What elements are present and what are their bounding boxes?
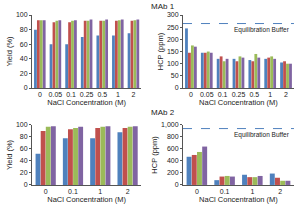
svg-text:Equilibration Buffer: Equilibration Buffer [234,131,290,139]
svg-text:0.25: 0.25 [80,91,94,98]
svg-text:MAb 1: MAb 1 [151,2,175,11]
svg-text:0: 0 [189,91,193,98]
svg-text:0.25: 0.25 [232,91,246,98]
svg-text:80: 80 [20,26,28,33]
svg-text:1,000: 1,000 [161,121,179,128]
svg-text:400: 400 [167,157,179,164]
svg-text:Yield (%): Yield (%) [5,139,14,170]
svg-text:NaCl Concentration (M): NaCl Concentration (M) [47,195,126,204]
svg-text:0.5: 0.5 [249,91,259,98]
svg-text:80: 80 [20,133,28,140]
svg-text:0: 0 [38,91,42,98]
svg-text:Equilibration Buffer: Equilibration Buffer [234,26,290,34]
svg-text:300: 300 [167,11,179,18]
svg-text:100: 100 [167,60,179,67]
svg-text:100: 100 [16,121,28,128]
svg-text:0.1: 0.1 [66,91,76,98]
svg-text:2: 2 [278,188,282,195]
svg-text:800: 800 [167,133,179,140]
svg-text:2: 2 [126,188,130,195]
svg-text:0.1: 0.1 [220,188,230,195]
svg-text:60: 60 [20,41,28,48]
svg-text:NaCl Concentration (M): NaCl Concentration (M) [199,98,278,107]
svg-text:0: 0 [24,181,28,188]
svg-text:250: 250 [167,24,179,31]
svg-text:60: 60 [20,145,28,152]
svg-text:20: 20 [20,70,28,77]
svg-text:0.1: 0.1 [68,188,78,195]
svg-text:1: 1 [116,91,120,98]
svg-text:2: 2 [284,91,288,98]
svg-text:Yield (%): Yield (%) [5,36,14,67]
svg-text:200: 200 [167,36,179,43]
svg-text:600: 600 [167,145,179,152]
svg-text:0: 0 [175,181,179,188]
svg-text:0: 0 [44,188,48,195]
svg-text:150: 150 [167,48,179,55]
svg-text:0.05: 0.05 [49,91,63,98]
svg-text:50: 50 [171,72,179,79]
svg-text:0: 0 [24,84,28,91]
svg-text:1: 1 [250,188,254,195]
svg-text:0: 0 [195,188,199,195]
svg-text:MAb 2: MAb 2 [151,108,175,117]
svg-text:100: 100 [16,11,28,18]
svg-text:0.1: 0.1 [218,91,228,98]
svg-text:0.05: 0.05 [200,91,214,98]
svg-text:40: 40 [20,55,28,62]
svg-text:0: 0 [175,84,179,91]
svg-text:2: 2 [131,91,135,98]
svg-text:HCP (ppm): HCP (ppm) [150,136,159,174]
svg-text:40: 40 [20,157,28,164]
svg-text:200: 200 [167,169,179,176]
svg-text:NaCl Concentration (M): NaCl Concentration (M) [199,195,278,204]
svg-text:20: 20 [20,169,28,176]
svg-text:NaCl Concentration (M): NaCl Concentration (M) [47,98,126,107]
svg-text:1: 1 [98,188,102,195]
svg-text:0.5: 0.5 [97,91,107,98]
svg-text:1: 1 [268,91,272,98]
svg-text:HCP (ppm): HCP (ppm) [156,32,165,70]
